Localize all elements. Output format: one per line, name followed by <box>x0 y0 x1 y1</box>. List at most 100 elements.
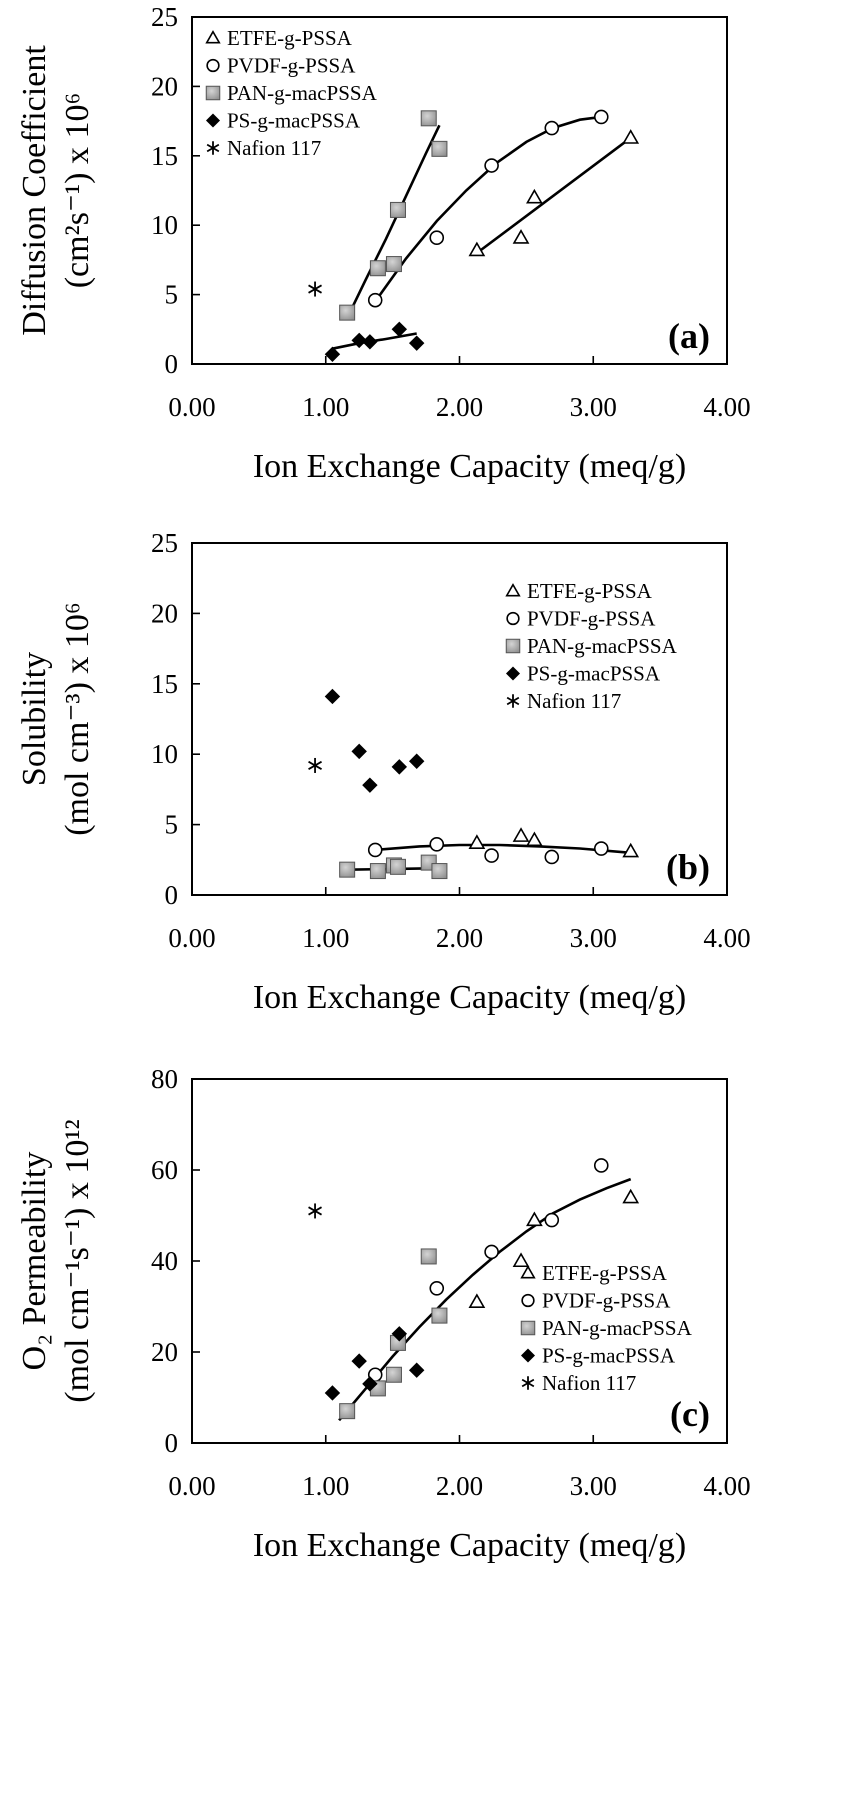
data-point-pan-g-macpssa <box>385 1366 402 1383</box>
data-point-ps-g-macpssa <box>391 1326 408 1342</box>
data-point-etfe-g-pssa <box>526 831 543 847</box>
x-tick-label: 0.00 <box>168 392 215 422</box>
data-point-pvdf-g-pssa <box>429 230 445 245</box>
data-point-ps-g-macpssa <box>324 1385 341 1401</box>
data-point-pvdf-g-pssa <box>484 158 499 173</box>
legend-marker-pvdf-g-pssa <box>206 58 220 73</box>
legend-label-pvdf-g-pssa: PVDF-g-PSSA <box>227 54 356 78</box>
legend-marker-pan-g-macpssa <box>520 1320 536 1336</box>
data-point-pvdf-g-pssa <box>544 1212 560 1228</box>
legend-marker-pan-g-macpssa <box>205 85 221 101</box>
x-tick-label: 4.00 <box>703 1471 750 1501</box>
x-axis-label: Ion Exchange Capacity (meq/g) <box>253 1527 686 1564</box>
fit-line-pvdf-g-pssa <box>374 115 602 303</box>
data-point-ps-g-macpssa <box>362 1376 378 1392</box>
legend-label-etfe-g-pssa: ETFE-g-PSSA <box>227 26 353 50</box>
x-tick-label: 2.00 <box>436 923 483 953</box>
legend-label-pvdf-g-pssa: PVDF-g-PSSA <box>542 1289 671 1313</box>
data-point-pvdf-g-pssa <box>593 841 609 856</box>
x-tick-label: 0.00 <box>168 1471 215 1501</box>
legend-label-ps-g-macpssa: PS-g-macPSSA <box>542 1344 676 1368</box>
data-point-ps-g-macpssa <box>362 334 378 350</box>
legend-label-etfe-g-pssa: ETFE-g-PSSA <box>527 579 653 603</box>
data-point-nafion-117 <box>308 1203 322 1219</box>
legend-label-pan-g-macpssa: PAN-g-macPSSA <box>542 1316 693 1340</box>
y-axis-label-line2: (cm²s⁻¹) x 10⁶ <box>59 93 96 289</box>
data-point-pan-g-macpssa <box>420 1248 437 1265</box>
data-point-ps-g-macpssa <box>408 753 425 769</box>
x-axis-label: Ion Exchange Capacity (meq/g) <box>253 979 686 1016</box>
x-tick-label: 2.00 <box>436 392 483 422</box>
legend-marker-etfe-g-pssa <box>205 30 221 44</box>
data-point-ps-g-macpssa <box>391 759 408 775</box>
data-point-ps-g-macpssa <box>351 743 367 760</box>
data-point-pvdf-g-pssa <box>429 1281 445 1296</box>
panel-label: (b) <box>666 847 710 887</box>
data-point-etfe-g-pssa <box>468 241 486 257</box>
data-point-ps-g-macpssa <box>408 335 425 351</box>
data-point-pan-g-macpssa <box>385 256 402 273</box>
data-point-pvdf-g-pssa <box>544 120 560 136</box>
legend-label-nafion-117: Nafion 117 <box>542 1371 636 1395</box>
legend-marker-pan-g-macpssa <box>505 638 521 654</box>
legend: ETFE-g-PSSA PVDF-g-PSSA PAN-g-macPSSA PS-g-… <box>520 1261 693 1395</box>
fit-line-all-grafted-membranes <box>338 1177 632 1422</box>
y-tick-label: 60 <box>151 1155 178 1185</box>
x-tick-label: 1.00 <box>302 923 349 953</box>
panel-label: (a) <box>668 316 710 356</box>
legend-marker-nafion-117 <box>506 694 520 708</box>
y-tick-label: 80 <box>151 1064 178 1094</box>
y-axis-label-line2: (mol cm⁻³) x 10⁶ <box>59 602 96 836</box>
legend-marker-etfe-g-pssa <box>505 583 521 597</box>
chart-panel-3: 0.00 1.00 2.00 3.00 4.00 0 20 40 60 80 Ion Exchang… <box>16 1064 751 1564</box>
legend-label-ps-g-macpssa: PS-g-macPSSA <box>527 662 661 686</box>
y-tick-label: 20 <box>151 1337 178 1367</box>
legend-marker-nafion-117 <box>521 1376 535 1390</box>
legend-label-pvdf-g-pssa: PVDF-g-PSSA <box>527 607 656 631</box>
x-tick-label: 1.00 <box>302 1471 349 1501</box>
data-point-pan-g-macpssa <box>339 1403 356 1420</box>
legend-label-ps-g-macpssa: PS-g-macPSSA <box>227 109 361 133</box>
y-tick-label: 25 <box>151 528 178 558</box>
data-point-pan-g-macpssa <box>431 1307 448 1324</box>
legend-label-nafion-117: Nafion 117 <box>527 689 621 713</box>
legend-marker-etfe-g-pssa <box>520 1265 536 1279</box>
legend-marker-pvdf-g-pssa <box>521 1293 535 1308</box>
data-point-etfe-g-pssa <box>622 842 640 858</box>
data-point-pvdf-g-pssa <box>484 848 499 863</box>
y-tick-label: 0 <box>165 1428 179 1458</box>
data-point-nafion-117 <box>308 281 322 297</box>
legend-label-pan-g-macpssa: PAN-g-macPSSA <box>527 634 678 658</box>
y-tick-label: 5 <box>165 810 179 840</box>
panel-label: (c) <box>670 1394 710 1434</box>
y-tick-label: 0 <box>165 880 179 910</box>
data-point-etfe-g-pssa <box>622 1188 640 1204</box>
data-point-pan-g-macpssa <box>339 861 356 878</box>
y-tick-label: 25 <box>151 2 178 32</box>
y-axis-label-line1: Diffusion Coefficient <box>16 45 53 336</box>
chart-panel-1: 0.00 1.00 2.00 3.00 4.00 0 5 10 15 20 25 Ion Exchan… <box>16 2 751 485</box>
fit-line-etfe-g-pssa-pvdf-g-pssa <box>375 843 631 855</box>
data-point-ps-g-macpssa <box>351 1353 367 1369</box>
data-point-ps-g-macpssa <box>408 1362 425 1378</box>
x-tick-label: 1.00 <box>302 392 349 422</box>
legend-marker-ps-g-macpssa <box>520 1348 536 1363</box>
data-point-pan-g-macpssa <box>389 201 406 218</box>
chart-panel-2: 0.00 1.00 2.00 3.00 4.00 0 5 10 15 20 25 Ion Exchan… <box>16 528 751 1016</box>
y-axis-label-line1: O₂ Permeability <box>16 1152 53 1371</box>
data-point-nafion-117 <box>308 757 322 773</box>
y-tick-label: 15 <box>151 141 178 171</box>
data-point-pan-g-macpssa <box>339 304 356 321</box>
y-tick-label: 20 <box>151 71 178 101</box>
data-point-pan-g-macpssa <box>431 140 448 157</box>
data-point-pan-g-macpssa <box>420 110 437 127</box>
data-point-pvdf-g-pssa <box>367 292 383 308</box>
data-point-pan-g-macpssa <box>369 260 386 277</box>
x-axis-label: Ion Exchange Capacity (meq/g) <box>253 448 686 485</box>
legend: ETFE-g-PSSA PVDF-g-PSSA PAN-g-macPSSA PS-g-… <box>205 26 378 160</box>
y-tick-label: 40 <box>151 1246 178 1276</box>
data-point-etfe-g-pssa <box>512 1252 530 1268</box>
data-point-etfe-g-pssa <box>512 229 530 244</box>
data-point-pvdf-g-pssa <box>429 837 445 852</box>
